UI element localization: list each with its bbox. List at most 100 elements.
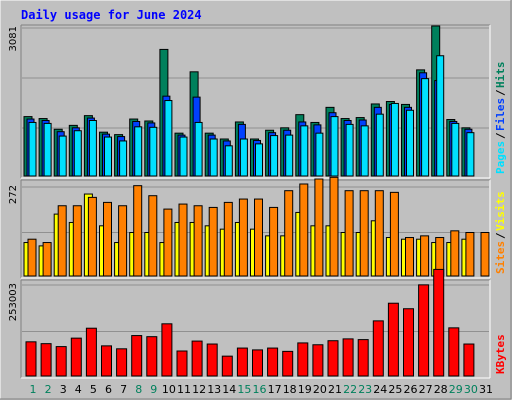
day-label-17: 17	[268, 383, 282, 396]
day-label-4: 4	[75, 383, 82, 396]
bar-kbytes-day-18	[282, 350, 294, 377]
bar-sites-day-12	[193, 205, 203, 277]
bar-kbytes-day-17	[267, 347, 279, 377]
bar-pages-day-28	[436, 55, 445, 177]
day-axis: 1 2 3 4 5 6 7 8 9 10 11 12 13 14 15 16 17 18 19 20 21 22 23 24 2…	[30, 383, 494, 396]
bar-pages-day-30	[466, 132, 475, 177]
bar-pages-day-17	[270, 135, 279, 177]
bar-sites-day-15	[238, 198, 248, 277]
bar-kbytes-day-6	[101, 345, 112, 377]
chart-panels: 3081Pages/Files/Hits272Sites/Visits25300…	[8, 24, 507, 379]
bar-pages-day-21	[330, 116, 339, 177]
bar-kbytes-day-29	[448, 327, 460, 377]
bar-sites-day-26	[405, 237, 414, 277]
bar-sites-day-23	[359, 190, 369, 277]
bar-pages-day-6	[104, 136, 112, 177]
bar-pages-day-18	[285, 134, 294, 177]
day-label-30: 30	[464, 383, 478, 396]
bar-sites-day-8	[133, 185, 143, 277]
day-label-15: 15	[237, 383, 251, 396]
bar-sites-day-17	[269, 206, 279, 277]
panel-volume: 253003 KBytes	[8, 268, 507, 379]
day-label-24: 24	[373, 383, 387, 396]
day-label-6: 6	[105, 383, 112, 396]
bar-kbytes-day-30	[463, 343, 475, 377]
panel-max-label: 253003	[8, 283, 19, 321]
bar-kbytes-day-4	[70, 337, 82, 377]
series-kbytes	[25, 268, 475, 377]
chart-title: Daily usage for June 2024	[21, 8, 202, 22]
bar-pages-day-14	[224, 145, 233, 177]
bar-kbytes-day-12	[191, 340, 203, 377]
bar-pages-day-5	[88, 119, 97, 177]
bar-kbytes-day-10	[161, 323, 173, 377]
legend-label-sites: Sites	[494, 241, 507, 274]
day-label-19: 19	[298, 383, 312, 396]
bar-sites-day-27	[420, 235, 430, 277]
bar-kbytes-day-3	[55, 346, 67, 377]
bar-sites-day-1	[27, 238, 37, 277]
bar-sites-day-16	[254, 198, 263, 277]
bar-pages-day-2	[43, 122, 52, 177]
bar-sites-day-2	[42, 242, 52, 277]
legend-separator: /	[494, 232, 507, 239]
day-label-21: 21	[328, 383, 342, 396]
bar-pages-day-7	[119, 140, 128, 177]
bar-sites-day-30	[465, 232, 475, 277]
day-label-9: 9	[150, 383, 157, 396]
series-sites	[27, 176, 490, 277]
bar-sites-day-3	[57, 205, 67, 277]
bar-sites-day-20	[314, 178, 324, 277]
legend-separator: /	[494, 89, 507, 96]
day-label-26: 26	[404, 383, 418, 396]
bar-kbytes-day-7	[116, 348, 128, 377]
bar-kbytes-day-8	[131, 335, 143, 377]
bar-pages-day-12	[194, 121, 203, 177]
bar-kbytes-day-2	[40, 343, 52, 377]
day-label-28: 28	[434, 383, 448, 396]
bar-sites-day-25	[389, 191, 399, 277]
bar-sites-day-18	[284, 190, 294, 277]
panel-max-label: 3081	[8, 26, 19, 51]
bar-kbytes-day-24	[372, 320, 384, 377]
bar-kbytes-day-1	[25, 341, 37, 377]
bar-kbytes-day-23	[357, 339, 369, 377]
bar-sites-day-19	[299, 183, 309, 277]
bar-sites-day-13	[208, 206, 218, 277]
legend-label-visits: Visits	[494, 191, 507, 231]
bar-kbytes-day-22	[342, 338, 354, 377]
bar-sites-day-24	[374, 190, 384, 277]
bar-pages-day-29	[451, 122, 460, 177]
bar-pages-day-10	[164, 100, 173, 177]
day-label-18: 18	[283, 383, 297, 396]
bar-pages-day-13	[209, 138, 218, 177]
legend-label-kbytes: KBytes	[494, 334, 507, 374]
bar-sites-day-5	[87, 196, 97, 277]
day-label-3: 3	[60, 383, 67, 396]
bar-pages-day-27	[421, 78, 430, 177]
bar-sites-day-31	[480, 232, 490, 277]
day-label-12: 12	[192, 383, 206, 396]
bar-kbytes-day-21	[327, 340, 339, 377]
bar-sites-day-10	[163, 208, 173, 277]
bar-kbytes-day-20	[312, 344, 324, 377]
day-label-16: 16	[253, 383, 267, 396]
day-label-2: 2	[45, 383, 52, 396]
bar-sites-day-7	[118, 205, 128, 277]
bar-pages-day-20	[315, 132, 324, 177]
bar-pages-day-3	[58, 135, 67, 177]
bar-pages-day-15	[239, 138, 248, 177]
bar-pages-day-8	[134, 126, 143, 177]
day-label-11: 11	[177, 383, 191, 396]
bar-pages-day-24	[375, 113, 384, 177]
legend-separator: /	[494, 132, 507, 139]
day-label-14: 14	[222, 383, 236, 396]
bar-kbytes-day-11	[176, 350, 188, 377]
day-label-8: 8	[135, 383, 142, 396]
bar-kbytes-day-27	[418, 284, 430, 377]
legend-label-pages: Pages	[494, 141, 507, 174]
panel-legend: Pages/Files/Hits	[494, 62, 507, 175]
bar-sites-day-6	[103, 201, 112, 277]
